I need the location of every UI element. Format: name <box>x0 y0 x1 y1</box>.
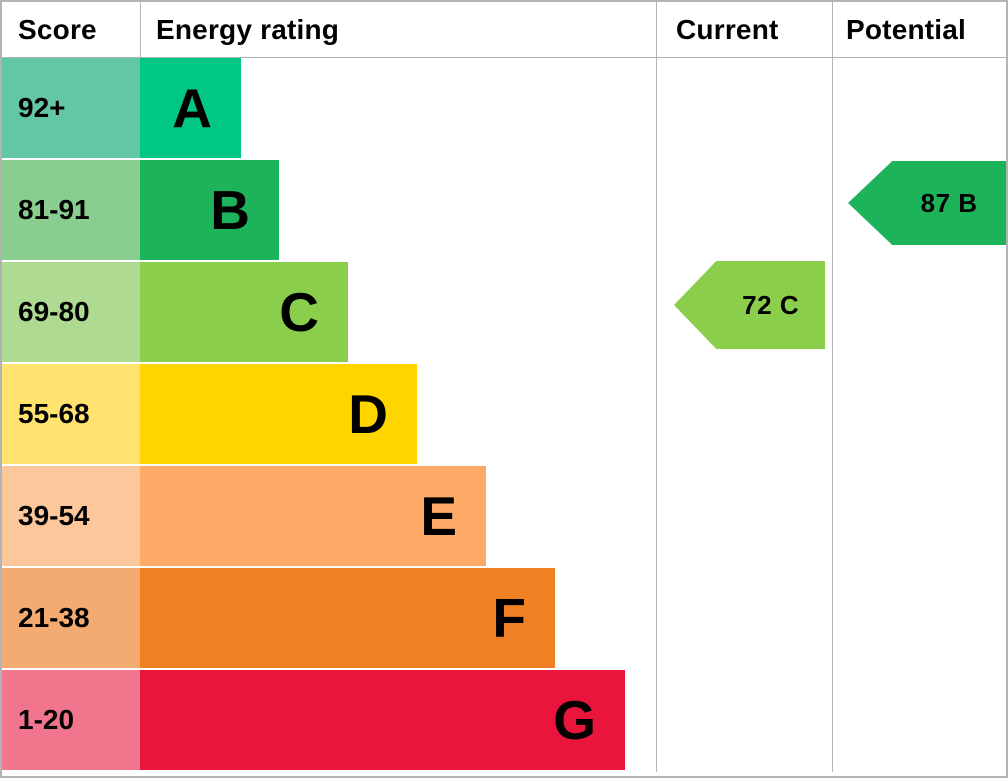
rating-letter-b: B <box>210 178 250 241</box>
band-row-f: 21-38 F <box>2 568 1006 670</box>
header-score: Score <box>18 13 97 45</box>
score-range-label: 92+ <box>18 92 66 123</box>
band-row-b: 81-91 B <box>2 160 1006 262</box>
score-range-label: 81-91 <box>18 194 90 225</box>
header-current: Current <box>676 13 779 45</box>
rating-bar-g: G <box>140 670 625 770</box>
score-range-cell-b: 81-91 <box>2 160 140 260</box>
rating-bar-c: C <box>140 262 348 362</box>
rating-bar-d: D <box>140 364 417 464</box>
score-range-cell-f: 21-38 <box>2 568 140 668</box>
chart-header: Score Energy rating Current Potential <box>2 2 1006 58</box>
score-range-label: 39-54 <box>18 500 90 531</box>
column-divider-potential <box>832 2 833 772</box>
rating-bar-b: B <box>140 160 279 260</box>
band-row-e: 39-54 E <box>2 466 1006 568</box>
band-row-d: 55-68 D <box>2 364 1006 466</box>
band-row-a: 92+ A <box>2 58 1006 160</box>
band-rows: 92+ A 81-91 B 69-80 C 55-68 D 39-54 E 21-38 F 1-20 G <box>2 58 1006 772</box>
rating-bar-a: A <box>140 58 241 158</box>
header-energy-rating: Energy rating <box>156 13 340 45</box>
column-divider-current <box>656 2 657 772</box>
rating-letter-a: A <box>172 76 212 139</box>
score-range-label: 21-38 <box>18 602 90 633</box>
score-range-cell-g: 1-20 <box>2 670 140 770</box>
band-row-c: 69-80 C <box>2 262 1006 364</box>
score-range-label: 1-20 <box>18 704 75 735</box>
rating-bar-f: F <box>140 568 555 668</box>
score-range-label: 55-68 <box>18 398 90 429</box>
band-row-g: 1-20 G <box>2 670 1006 772</box>
rating-bar-e: E <box>140 466 486 566</box>
current-rating-label: 72 C <box>742 289 800 320</box>
score-range-cell-d: 55-68 <box>2 364 140 464</box>
potential-rating-label: 87 B <box>920 187 978 218</box>
header-potential: Potential <box>846 13 967 45</box>
score-range-cell-e: 39-54 <box>2 466 140 566</box>
rating-letter-f: F <box>492 586 526 649</box>
column-divider-score <box>140 2 141 58</box>
score-range-label: 69-80 <box>18 296 90 327</box>
rating-letter-e: E <box>420 484 457 547</box>
rating-letter-g: G <box>553 688 596 751</box>
rating-letter-d: D <box>348 382 388 445</box>
rating-letter-c: C <box>279 280 319 343</box>
score-range-cell-a: 92+ <box>2 58 140 158</box>
score-range-cell-c: 69-80 <box>2 262 140 362</box>
